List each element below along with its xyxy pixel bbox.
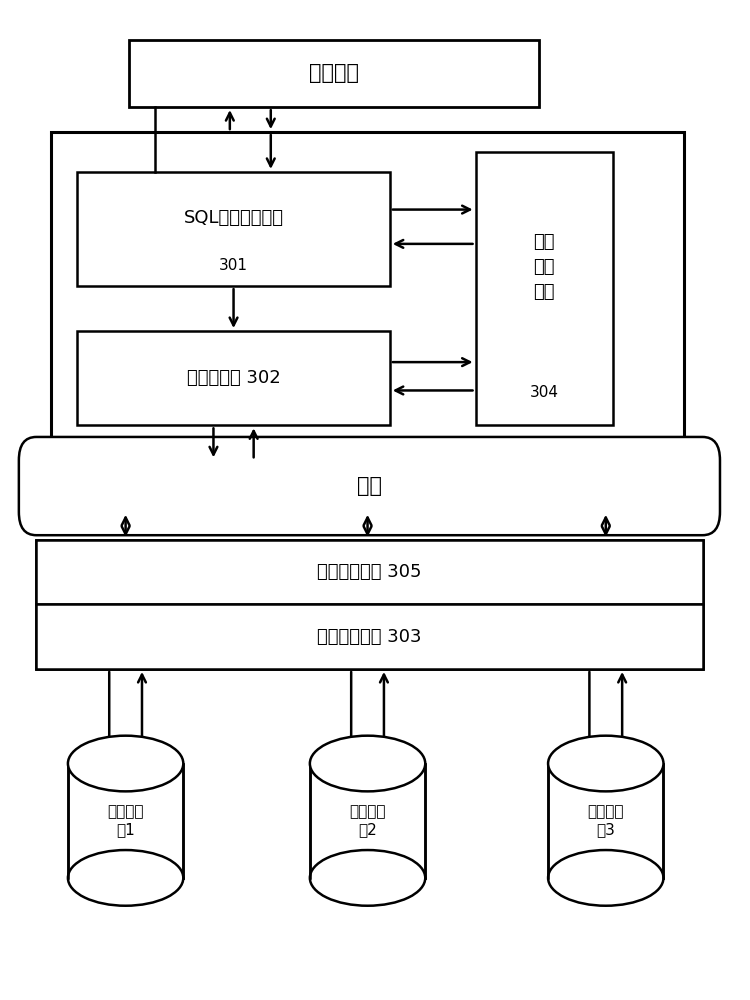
Ellipse shape — [548, 736, 664, 791]
Ellipse shape — [548, 736, 664, 791]
FancyBboxPatch shape — [77, 331, 390, 425]
FancyBboxPatch shape — [51, 132, 684, 445]
FancyBboxPatch shape — [476, 152, 614, 425]
Polygon shape — [68, 764, 183, 878]
Text: 304: 304 — [530, 385, 559, 400]
FancyBboxPatch shape — [129, 40, 538, 107]
Polygon shape — [310, 764, 425, 878]
FancyBboxPatch shape — [36, 604, 703, 669]
FancyBboxPatch shape — [77, 172, 390, 286]
Text: 局部数据
库1: 局部数据 库1 — [107, 804, 144, 838]
FancyBboxPatch shape — [36, 540, 703, 604]
Text: 全局
数据
字典: 全局 数据 字典 — [533, 233, 555, 301]
Text: SQL语法解法装置: SQL语法解法装置 — [184, 209, 284, 227]
Polygon shape — [548, 764, 664, 878]
Ellipse shape — [68, 736, 183, 791]
Ellipse shape — [310, 736, 425, 791]
Text: 网络: 网络 — [357, 476, 382, 496]
Ellipse shape — [310, 736, 425, 791]
Ellipse shape — [548, 850, 664, 906]
Text: 任务执行代理 303: 任务执行代理 303 — [317, 628, 422, 646]
Ellipse shape — [68, 850, 183, 906]
Ellipse shape — [310, 850, 425, 906]
FancyBboxPatch shape — [36, 540, 703, 669]
Text: 任务调度器 302: 任务调度器 302 — [187, 369, 280, 387]
Text: 应用程序: 应用程序 — [309, 63, 359, 83]
Text: 局部数据
库2: 局部数据 库2 — [350, 804, 386, 838]
FancyBboxPatch shape — [19, 437, 720, 535]
Text: 301: 301 — [219, 258, 248, 273]
Ellipse shape — [68, 736, 183, 791]
Text: 对外统一接口 305: 对外统一接口 305 — [317, 563, 422, 581]
Text: 局部数据
库3: 局部数据 库3 — [587, 804, 624, 838]
